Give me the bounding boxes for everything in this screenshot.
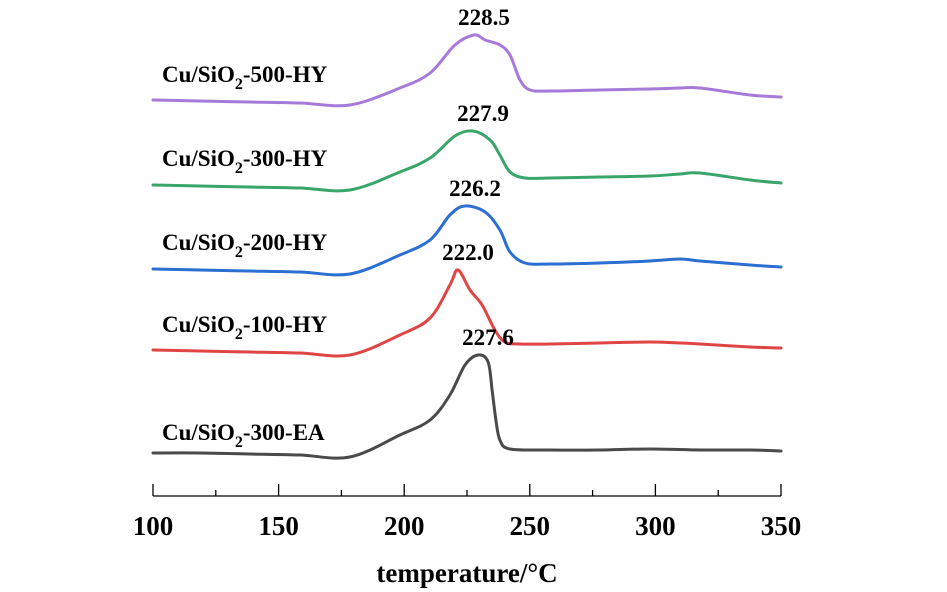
peak-label: 227.9 — [457, 101, 509, 126]
curves-layer — [151, 33, 783, 460]
x-tick-label: 300 — [635, 511, 676, 541]
peak-label: 228.5 — [458, 5, 510, 30]
x-tick-label: 200 — [384, 511, 425, 541]
series-line-5 — [151, 353, 783, 460]
peak-label: 222.0 — [442, 240, 494, 265]
series-line-1 — [151, 33, 783, 108]
series-line-3 — [151, 204, 783, 277]
series-line-2 — [151, 129, 783, 193]
x-tick-label: 150 — [258, 511, 299, 541]
series-label: Cu/SiO2-100-HY — [162, 312, 328, 343]
series-label: Cu/SiO2-200-HY — [162, 230, 328, 261]
x-tick-label: 250 — [510, 511, 551, 541]
series-label: Cu/SiO2-300-EA — [162, 420, 325, 451]
series-line-4 — [151, 268, 783, 358]
series-label: Cu/SiO2-500-HY — [162, 62, 328, 93]
series-label: Cu/SiO2-300-HY — [162, 146, 328, 177]
peak-label: 227.6 — [462, 325, 514, 350]
peak-label: 226.2 — [449, 176, 501, 201]
labels-layer: Cu/SiO2-500-HY 228.5 Cu/SiO2-300-HY 227.9 Cu… — [162, 5, 514, 451]
x-tick-label: 100 — [133, 511, 174, 541]
x-axis-title: temperature/°C — [376, 558, 557, 588]
x-tick-label: 350 — [761, 511, 802, 541]
x-axis: 100 150 200 250 300 350 — [133, 484, 802, 541]
